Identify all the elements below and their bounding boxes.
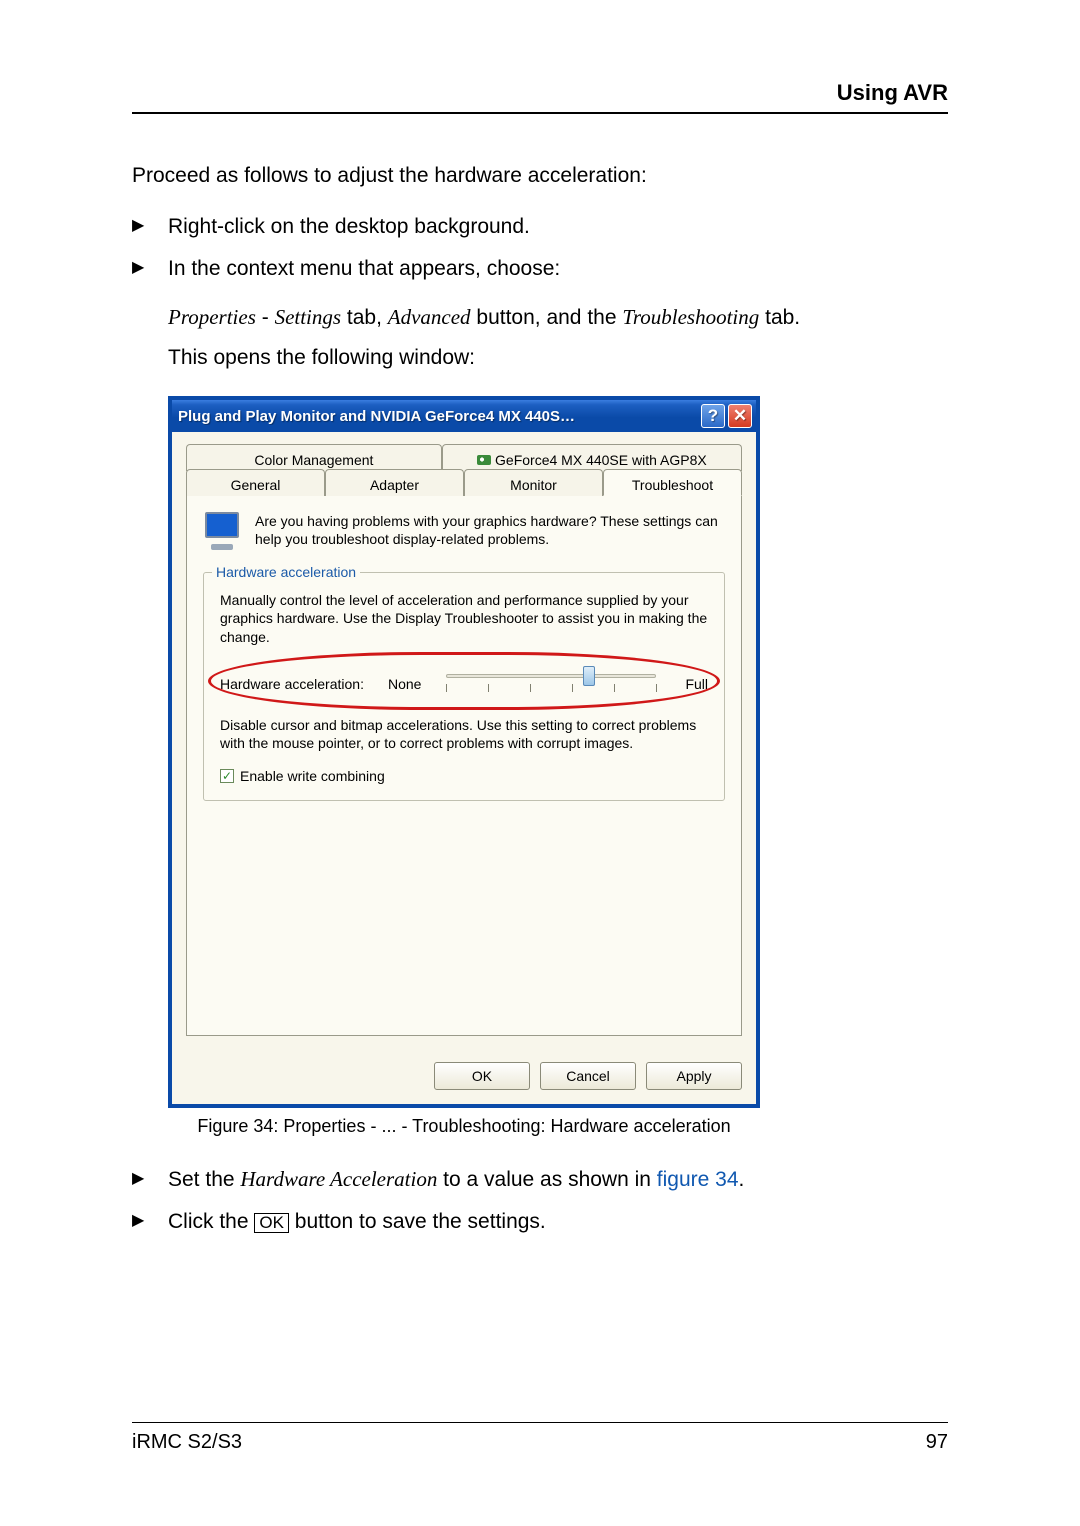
figure-caption: Figure 34: Properties - ... - Troublesho… xyxy=(168,1116,760,1137)
bullet-marker-icon: ▶ xyxy=(132,1165,168,1190)
checkbox-label: Enable write combining xyxy=(240,768,385,784)
hardware-acceleration-group: Hardware acceleration Manually control t… xyxy=(203,572,725,801)
hardware-acceleration-slider-row: Hardware acceleration: None xyxy=(220,666,708,702)
opens-text: This opens the following window: xyxy=(168,346,948,370)
properties-dialog: Plug and Play Monitor and NVIDIA GeForce… xyxy=(168,396,760,1108)
slider-label: Hardware acceleration: xyxy=(220,676,370,692)
footer-left: iRMC S2/S3 xyxy=(132,1431,242,1454)
intro-text: Proceed as follows to adjust the hardwar… xyxy=(132,162,948,190)
navigation-path: Properties - Settings tab, Advanced butt… xyxy=(168,305,948,330)
acceleration-slider[interactable] xyxy=(446,666,656,702)
steps-top: ▶ Right-click on the desktop background.… xyxy=(132,212,948,283)
step-text: In the context menu that appears, choose… xyxy=(168,254,948,283)
slider-thumb[interactable] xyxy=(583,666,595,686)
figure-link[interactable]: figure 34 xyxy=(657,1168,739,1191)
group-description: Manually control the level of accelerati… xyxy=(220,591,708,646)
tab-troubleshoot[interactable]: Troubleshoot xyxy=(603,469,742,496)
tab-panel-troubleshoot: Are you having problems with your graphi… xyxy=(186,496,742,1036)
steps-bottom: ▶ Set the Hardware Acceleration to a val… xyxy=(132,1165,948,1236)
ok-button[interactable]: OK xyxy=(434,1062,530,1090)
cancel-button[interactable]: Cancel xyxy=(540,1062,636,1090)
tab-adapter[interactable]: Adapter xyxy=(325,469,464,496)
step-text: Set the Hardware Acceleration to a value… xyxy=(168,1165,948,1194)
dialog-title: Plug and Play Monitor and NVIDIA GeForce… xyxy=(178,408,701,425)
tab-geforce[interactable]: GeForce4 MX 440SE with AGP8X xyxy=(442,444,742,471)
slider-min-label: None xyxy=(388,676,428,692)
step-text: Right-click on the desktop background. xyxy=(168,212,948,241)
page-header: Using AVR xyxy=(837,80,948,106)
monitor-icon xyxy=(203,512,243,550)
tab-color-management[interactable]: Color Management xyxy=(186,444,442,471)
ok-keycap: OK xyxy=(254,1213,289,1234)
panel-intro-text: Are you having problems with your graphi… xyxy=(255,512,725,550)
apply-button[interactable]: Apply xyxy=(646,1062,742,1090)
dialog-titlebar: Plug and Play Monitor and NVIDIA GeForce… xyxy=(172,400,756,432)
group-legend: Hardware acceleration xyxy=(212,564,360,580)
help-button[interactable]: ? xyxy=(701,404,725,428)
tab-general[interactable]: General xyxy=(186,469,325,496)
tab-geforce-label: GeForce4 MX 440SE with AGP8X xyxy=(495,452,707,468)
footer-page-number: 97 xyxy=(926,1431,948,1454)
bullet-marker-icon: ▶ xyxy=(132,254,168,279)
nvidia-icon xyxy=(477,455,491,465)
tab-strip: Color Management GeForce4 MX 440SE with … xyxy=(186,444,742,496)
tab-monitor[interactable]: Monitor xyxy=(464,469,603,496)
slider-description: Disable cursor and bitmap accelerations.… xyxy=(220,716,708,752)
bullet-marker-icon: ▶ xyxy=(132,1207,168,1232)
enable-write-combining-checkbox[interactable]: ✓ xyxy=(220,769,234,783)
bullet-marker-icon: ▶ xyxy=(132,212,168,237)
step-text: Click the OK button to save the settings… xyxy=(168,1207,948,1236)
slider-max-label: Full xyxy=(674,676,708,692)
close-button[interactable]: ✕ xyxy=(728,404,752,428)
